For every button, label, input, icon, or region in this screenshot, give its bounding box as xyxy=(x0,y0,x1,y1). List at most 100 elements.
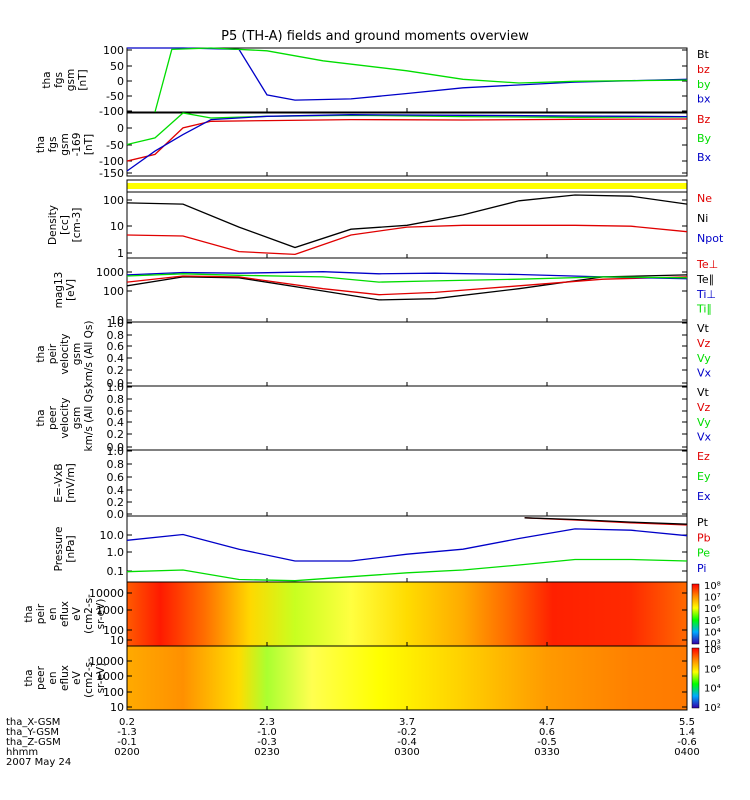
x-axis-value: 3.7 xyxy=(399,717,415,728)
y-axis-label: en xyxy=(47,607,59,620)
x-axis-value: -0.2 xyxy=(397,727,417,738)
legend-By: By xyxy=(697,132,712,145)
legend-Vy: Vy xyxy=(697,416,711,429)
y-tick-label: 1000 xyxy=(96,266,124,279)
y-axis-label: [mV/m] xyxy=(65,463,77,502)
series-Bx xyxy=(126,114,688,172)
legend-Vy: Vy xyxy=(697,352,711,365)
legend-Vz: Vz xyxy=(697,337,711,350)
legend-Npot: Npot xyxy=(697,232,724,245)
legend-Bz: Bz xyxy=(697,113,711,126)
y-axis-label: (cm2-s- xyxy=(83,658,95,698)
panel-6: 1.00.80.60.40.20.0 tha peir velocity gsm km/s… xyxy=(35,317,712,390)
y-tick-label: 50 xyxy=(110,60,124,73)
colorbar-label: 10³ xyxy=(704,639,721,650)
panel-1: 100 50 0 -50 -100 tha fgs gsm [nT] Bt bz by bx xyxy=(41,44,711,118)
y-axis-label: velocity xyxy=(59,333,71,374)
y-tick-label: 0.2 xyxy=(107,496,125,509)
x-axis-row-label: tha_Z-GSM xyxy=(6,737,61,748)
legend-bx: bx xyxy=(697,93,711,106)
y-tick-label: 100 xyxy=(103,194,124,207)
x-axis-row-label: hhmm xyxy=(6,747,38,758)
y-axis-label: [cm-3] xyxy=(71,208,83,243)
y-tick-label: -100 xyxy=(99,155,124,168)
y-tick-label: 1000 xyxy=(96,670,124,683)
y-tick-label: 0.6 xyxy=(107,405,125,418)
y-axis-label: fgs xyxy=(47,137,59,153)
x-axis-value: -0.6 xyxy=(677,737,697,748)
y-axis-label: gsm xyxy=(71,407,83,429)
series-Pt xyxy=(524,517,688,525)
y-tick-label: -50 xyxy=(106,90,124,103)
series-Te⊥ xyxy=(126,275,688,296)
panel-frame xyxy=(126,385,688,451)
y-tick-label: 1 xyxy=(117,247,124,260)
y-axis-label: tha xyxy=(35,409,47,426)
y-axis-label: eV xyxy=(71,670,83,684)
x-axis-value: 0400 xyxy=(674,747,699,758)
panel-frame xyxy=(126,321,688,387)
y-axis-label: peer xyxy=(47,405,59,430)
x-axis-value: 5.5 xyxy=(679,717,695,728)
y-axis-label: tha xyxy=(23,669,35,686)
y-tick-label: 1.0 xyxy=(107,546,125,559)
legend-Ex: Ex xyxy=(697,490,711,503)
y-tick-label: 10 xyxy=(110,314,124,327)
x-axis-value: -0.1 xyxy=(117,737,137,748)
y-axis-label: gsm xyxy=(59,133,71,155)
y-axis-label: km/s (All Qs) xyxy=(83,321,95,388)
y-tick-label: 1.0 xyxy=(107,445,125,458)
x-axis-value: 2.3 xyxy=(259,717,275,728)
panel-2: 0 -50 -100-150 tha fgs gsm -169 [nT] Bz By Bx xyxy=(35,112,712,180)
legend-Ti∥: Ti∥ xyxy=(696,303,712,316)
y-tick-label: 10.0 xyxy=(100,529,125,542)
x-axis-value: 0300 xyxy=(394,747,419,758)
y-tick-label: 100 xyxy=(103,285,124,298)
y-tick-label: 0.8 xyxy=(107,393,125,406)
legend-Vt: Vt xyxy=(697,322,710,335)
spectrogram-ion xyxy=(127,582,687,646)
panel-frame xyxy=(126,112,688,177)
x-axis-value: 4.7 xyxy=(539,717,555,728)
y-axis-label: eV xyxy=(71,606,83,620)
legend-Vx: Vx xyxy=(697,367,712,380)
x-axis-row-label: tha_Y-GSM xyxy=(6,727,59,738)
panel-frame xyxy=(126,47,688,113)
y-tick-label: 0.2 xyxy=(107,364,125,377)
y-axis-label: sr-eV) xyxy=(95,663,107,694)
y-axis-label: tha xyxy=(35,136,47,153)
date-label: 2007 May 24 xyxy=(6,757,71,768)
series-Ni xyxy=(126,194,688,249)
y-tick-label: 0.4 xyxy=(107,416,125,429)
legend-Vz: Vz xyxy=(697,401,711,414)
x-axis-value: 1.4 xyxy=(679,727,695,738)
y-tick-label: 100 xyxy=(103,686,124,699)
x-axis-value: 0330 xyxy=(534,747,559,758)
panel-5: 1000 100 10 mag13 [eV] Te⊥ Te∥ Ti⊥ Ti∥ xyxy=(53,257,718,327)
series-bx xyxy=(127,47,688,101)
series-by xyxy=(154,47,688,113)
y-tick-label: 0.2 xyxy=(107,428,125,441)
y-tick-label: 1000 xyxy=(96,604,124,617)
y-tick-label: 0.8 xyxy=(107,329,125,342)
y-axis-label: (cm2-s- xyxy=(83,594,95,634)
y-axis-label: tha xyxy=(23,605,35,622)
series-Pi xyxy=(126,528,688,562)
y-axis-label: velocity xyxy=(59,397,71,438)
x-axis-value: 0230 xyxy=(254,747,279,758)
y-axis-label: [nT] xyxy=(83,134,95,155)
series-Bz xyxy=(126,118,688,162)
x-axis-value: 0.2 xyxy=(119,717,135,728)
series-Ti∥ xyxy=(126,273,688,283)
chart-title: P5 (TH-A) fields and ground moments over… xyxy=(221,29,529,44)
legend-by: by xyxy=(697,78,711,91)
y-axis-label: peir xyxy=(47,343,59,364)
x-axis-value: -1.0 xyxy=(257,727,277,738)
series-Pe xyxy=(126,558,688,582)
y-tick-label: 10000 xyxy=(89,655,124,668)
y-axis-label: [eV] xyxy=(65,279,77,301)
x-axis-value: -0.5 xyxy=(537,737,557,748)
panel-frame xyxy=(126,257,688,323)
y-tick-label: -100 xyxy=(99,105,124,118)
